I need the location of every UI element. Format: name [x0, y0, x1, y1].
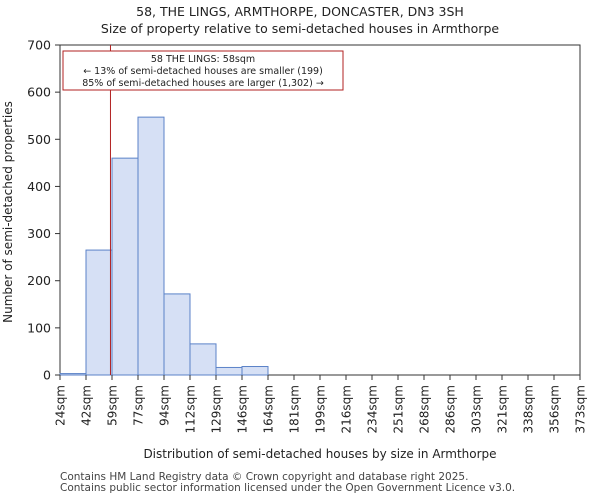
y-tick-label: 600 — [27, 85, 51, 100]
bar-94sqm — [163, 293, 191, 376]
x-tick-label: 251sqm — [392, 385, 406, 433]
bar-59sqm — [111, 157, 139, 376]
x-tick-label: 59sqm — [106, 385, 120, 426]
x-tick-label: 303sqm — [470, 385, 484, 433]
x-tick-label: 356sqm — [548, 385, 562, 433]
y-axis-label: Number of semi-detached properties — [1, 101, 15, 323]
x-tick-label: 234sqm — [366, 385, 380, 433]
x-tick-label: 164sqm — [262, 385, 276, 433]
x-tick-label: 321sqm — [496, 385, 510, 433]
bars — [59, 116, 269, 376]
x-tick-label: 199sqm — [314, 385, 328, 433]
y-tick-label: 700 — [27, 38, 51, 53]
y-tick-label: 500 — [27, 132, 51, 147]
annotation-line2: ← 13% of semi-detached houses are smalle… — [83, 66, 323, 77]
annotation-line3: 85% of semi-detached houses are larger (… — [82, 78, 324, 89]
x-tick-label: 94sqm — [158, 385, 172, 426]
x-tick-label: 338sqm — [522, 385, 536, 433]
bar-42sqm — [85, 249, 113, 376]
x-tick-label: 24sqm — [54, 385, 68, 426]
y-tick-label: 400 — [27, 179, 51, 194]
footer-line2: Contains public sector information licen… — [60, 482, 516, 494]
annotation-box: 58 THE LINGS: 58sqm ← 13% of semi-detach… — [62, 50, 344, 91]
x-axis-label: Distribution of semi-detached houses by … — [143, 447, 496, 461]
y-axis: 0 100 200 300 400 500 600 700 — [27, 38, 60, 383]
bar-146sqm — [241, 366, 269, 376]
bar-129sqm — [215, 366, 243, 376]
y-tick-label: 200 — [27, 273, 51, 288]
chart-title: 58, THE LINGS, ARMTHORPE, DONCASTER, DN3… — [136, 4, 464, 19]
y-tick-label: 0 — [43, 368, 51, 383]
bar-77sqm — [137, 116, 165, 376]
x-axis: 24sqm 42sqm 59sqm 77sqm 94sqm 112sqm 129sqm 146… — [54, 375, 588, 433]
bar-112sqm — [189, 343, 217, 376]
x-tick-label: 216sqm — [340, 385, 354, 433]
y-tick-label: 300 — [27, 226, 51, 241]
x-tick-label: 146sqm — [236, 385, 250, 433]
y-tick-label: 100 — [27, 320, 51, 335]
x-tick-label: 129sqm — [210, 385, 224, 433]
bar-24sqm — [59, 373, 87, 376]
x-tick-label: 373sqm — [574, 385, 588, 433]
annotation-line1: 58 THE LINGS: 58sqm — [151, 54, 255, 65]
x-tick-label: 112sqm — [184, 385, 198, 433]
chart-subtitle: Size of property relative to semi-detach… — [100, 21, 500, 36]
x-tick-label: 42sqm — [80, 385, 94, 426]
x-tick-label: 77sqm — [132, 385, 146, 426]
x-tick-label: 181sqm — [288, 385, 302, 433]
x-tick-label: 286sqm — [444, 385, 458, 433]
x-tick-label: 268sqm — [418, 385, 432, 433]
footer-line1: Contains HM Land Registry data © Crown c… — [60, 471, 469, 483]
